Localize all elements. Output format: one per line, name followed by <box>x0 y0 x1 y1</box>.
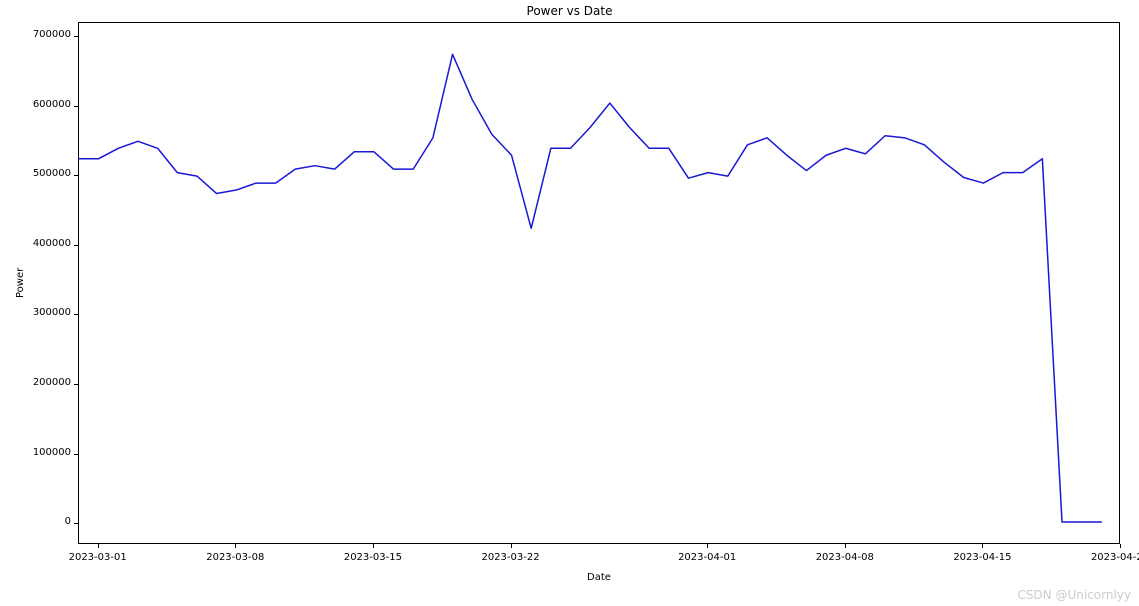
x-tick-mark <box>845 544 846 548</box>
y-tick-label: 100000 <box>16 447 71 458</box>
plot-area <box>78 22 1120 544</box>
x-tick-label: 2023-03-22 <box>471 552 551 563</box>
y-tick-label: 200000 <box>16 377 71 388</box>
x-tick-label: 2023-03-15 <box>333 552 413 563</box>
x-axis-label: Date <box>78 572 1120 583</box>
x-tick-mark <box>373 544 374 548</box>
chart-title: Power vs Date <box>0 4 1139 18</box>
y-tick-mark <box>74 175 78 176</box>
line-series <box>79 23 1121 545</box>
y-tick-mark <box>74 36 78 37</box>
x-tick-mark <box>1120 544 1121 548</box>
y-tick-mark <box>74 454 78 455</box>
x-tick-mark <box>511 544 512 548</box>
x-tick-label: 2023-03-08 <box>195 552 275 563</box>
x-tick-mark <box>707 544 708 548</box>
line-chart: Power vs Date Power Date 0 100000 200000 30… <box>0 0 1139 606</box>
watermark-text: CSDN @Unicornlyy <box>1017 588 1131 602</box>
y-tick-label: 0 <box>16 516 71 527</box>
x-tick-label: 2023-03-01 <box>58 552 138 563</box>
y-tick-label: 300000 <box>16 307 71 318</box>
y-tick-label: 700000 <box>16 29 71 40</box>
y-axis-label: Power <box>15 268 26 298</box>
y-tick-mark <box>74 384 78 385</box>
y-tick-mark <box>74 314 78 315</box>
y-tick-label: 400000 <box>16 238 71 249</box>
x-tick-label: 2023-04-22 <box>1080 552 1139 563</box>
x-tick-label: 2023-04-01 <box>667 552 747 563</box>
y-tick-mark <box>74 245 78 246</box>
y-tick-label: 600000 <box>16 99 71 110</box>
x-tick-mark <box>982 544 983 548</box>
y-tick-mark <box>74 523 78 524</box>
x-tick-mark <box>235 544 236 548</box>
y-tick-mark <box>74 106 78 107</box>
y-tick-label: 500000 <box>16 168 71 179</box>
x-tick-label: 2023-04-08 <box>805 552 885 563</box>
x-tick-mark <box>98 544 99 548</box>
x-tick-label: 2023-04-15 <box>942 552 1022 563</box>
